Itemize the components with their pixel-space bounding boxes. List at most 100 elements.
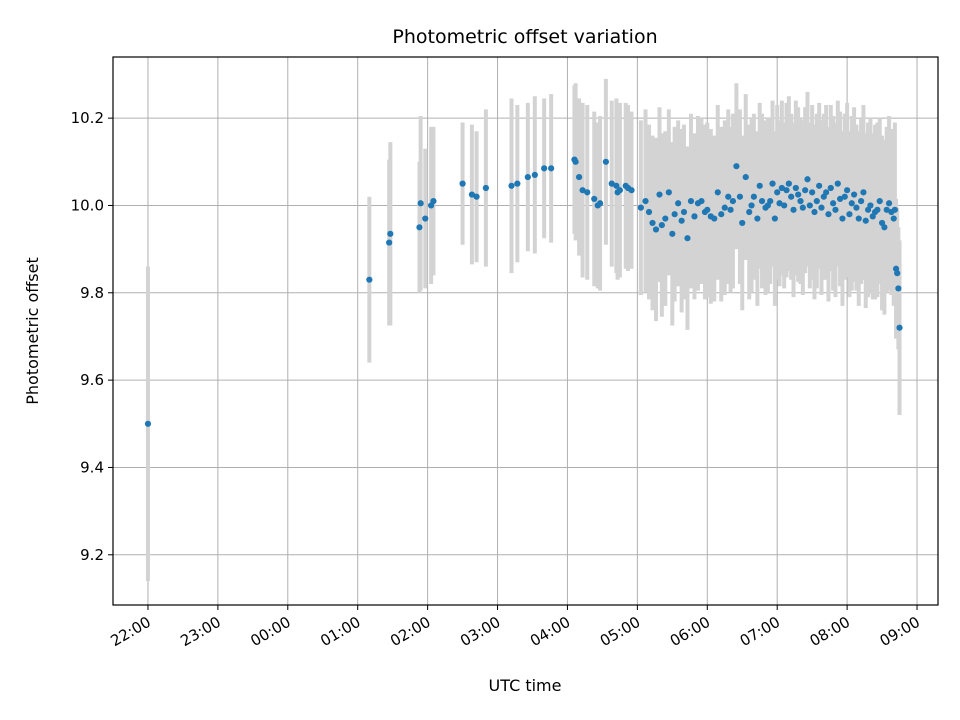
data-point — [883, 206, 890, 213]
data-point — [827, 184, 834, 192]
data-point — [754, 215, 761, 222]
data-point — [572, 158, 579, 165]
data-point — [844, 187, 851, 194]
data-point — [524, 173, 531, 181]
data-point — [584, 189, 591, 196]
data-point — [473, 193, 480, 200]
data-point — [799, 204, 806, 211]
data-point — [576, 173, 583, 181]
data-point — [591, 195, 598, 203]
data-point — [727, 206, 734, 213]
data-point — [841, 193, 848, 200]
data-point — [675, 200, 682, 207]
data-point — [637, 204, 644, 211]
data-point — [818, 204, 825, 211]
data-point — [862, 217, 869, 224]
data-point — [671, 211, 678, 218]
y-tick-label: 9.2 — [80, 546, 104, 564]
data-point — [608, 180, 615, 187]
y-axis: 9.2 9.4 9.6 9.8 10.0 10.2 — [71, 109, 113, 564]
data-point — [851, 191, 858, 198]
data-point — [785, 180, 792, 187]
data-point — [769, 180, 776, 187]
data-point — [834, 180, 841, 187]
data-point — [788, 193, 795, 200]
data-point — [860, 189, 867, 196]
data-point — [698, 197, 705, 205]
data-point — [771, 215, 778, 222]
data-point — [739, 219, 746, 227]
data-point — [891, 206, 898, 213]
data-point — [867, 202, 874, 209]
data-point — [514, 180, 521, 187]
data-point — [774, 189, 781, 196]
data-point — [832, 206, 839, 213]
data-point — [846, 211, 853, 218]
data-point — [783, 187, 790, 194]
data-point — [144, 420, 152, 427]
data-point — [579, 187, 586, 194]
chart-title: Photometric offset variation — [392, 26, 657, 48]
data-point — [895, 285, 902, 292]
data-point — [387, 230, 394, 237]
data-point — [482, 184, 489, 192]
data-point — [616, 187, 623, 194]
data-point — [823, 189, 830, 196]
data-point — [645, 208, 653, 216]
data-point — [736, 193, 744, 200]
data-point — [894, 270, 901, 277]
data-point — [548, 165, 555, 172]
data-point — [602, 158, 610, 165]
data-point — [531, 171, 538, 178]
data-point — [725, 193, 732, 200]
data-point — [508, 182, 515, 189]
data-point — [684, 235, 691, 242]
data-point — [613, 182, 620, 189]
data-point — [825, 211, 832, 218]
data-point — [711, 215, 718, 222]
data-point — [885, 200, 893, 207]
data-point — [790, 206, 797, 213]
data-point — [468, 191, 475, 198]
data-point — [857, 197, 865, 205]
data-point — [596, 200, 604, 207]
data-point — [855, 215, 862, 222]
data-point — [811, 208, 818, 216]
plot-frame — [112, 56, 939, 606]
data-point — [837, 195, 844, 203]
data-point — [678, 217, 685, 224]
data-point — [750, 193, 757, 200]
data-point — [628, 187, 635, 194]
data-point — [748, 202, 755, 209]
data-point — [816, 182, 823, 189]
data-point — [767, 197, 774, 205]
data-point — [802, 187, 809, 194]
data-point — [804, 176, 811, 183]
y-tick-label: 10.0 — [71, 196, 104, 214]
data-point — [758, 197, 766, 205]
data-point — [656, 191, 663, 198]
data-point — [792, 184, 799, 192]
data-point — [848, 200, 855, 207]
data-point — [776, 200, 783, 207]
data-point — [729, 197, 737, 205]
data-point — [733, 163, 740, 170]
data-point — [430, 197, 437, 205]
data-point — [756, 182, 763, 189]
y-tick-label: 9.6 — [80, 371, 104, 389]
x-axis-label: UTC time — [489, 676, 562, 695]
data-point — [687, 197, 695, 205]
data-point — [881, 224, 888, 231]
data-point — [890, 215, 897, 222]
data-point — [541, 165, 548, 172]
data-point — [839, 215, 846, 222]
data-point — [416, 224, 423, 231]
data-point — [742, 173, 749, 181]
data-point — [459, 180, 466, 187]
data-point — [704, 206, 711, 213]
data-point — [417, 200, 424, 207]
data-point — [781, 202, 788, 209]
data-point — [680, 208, 688, 216]
